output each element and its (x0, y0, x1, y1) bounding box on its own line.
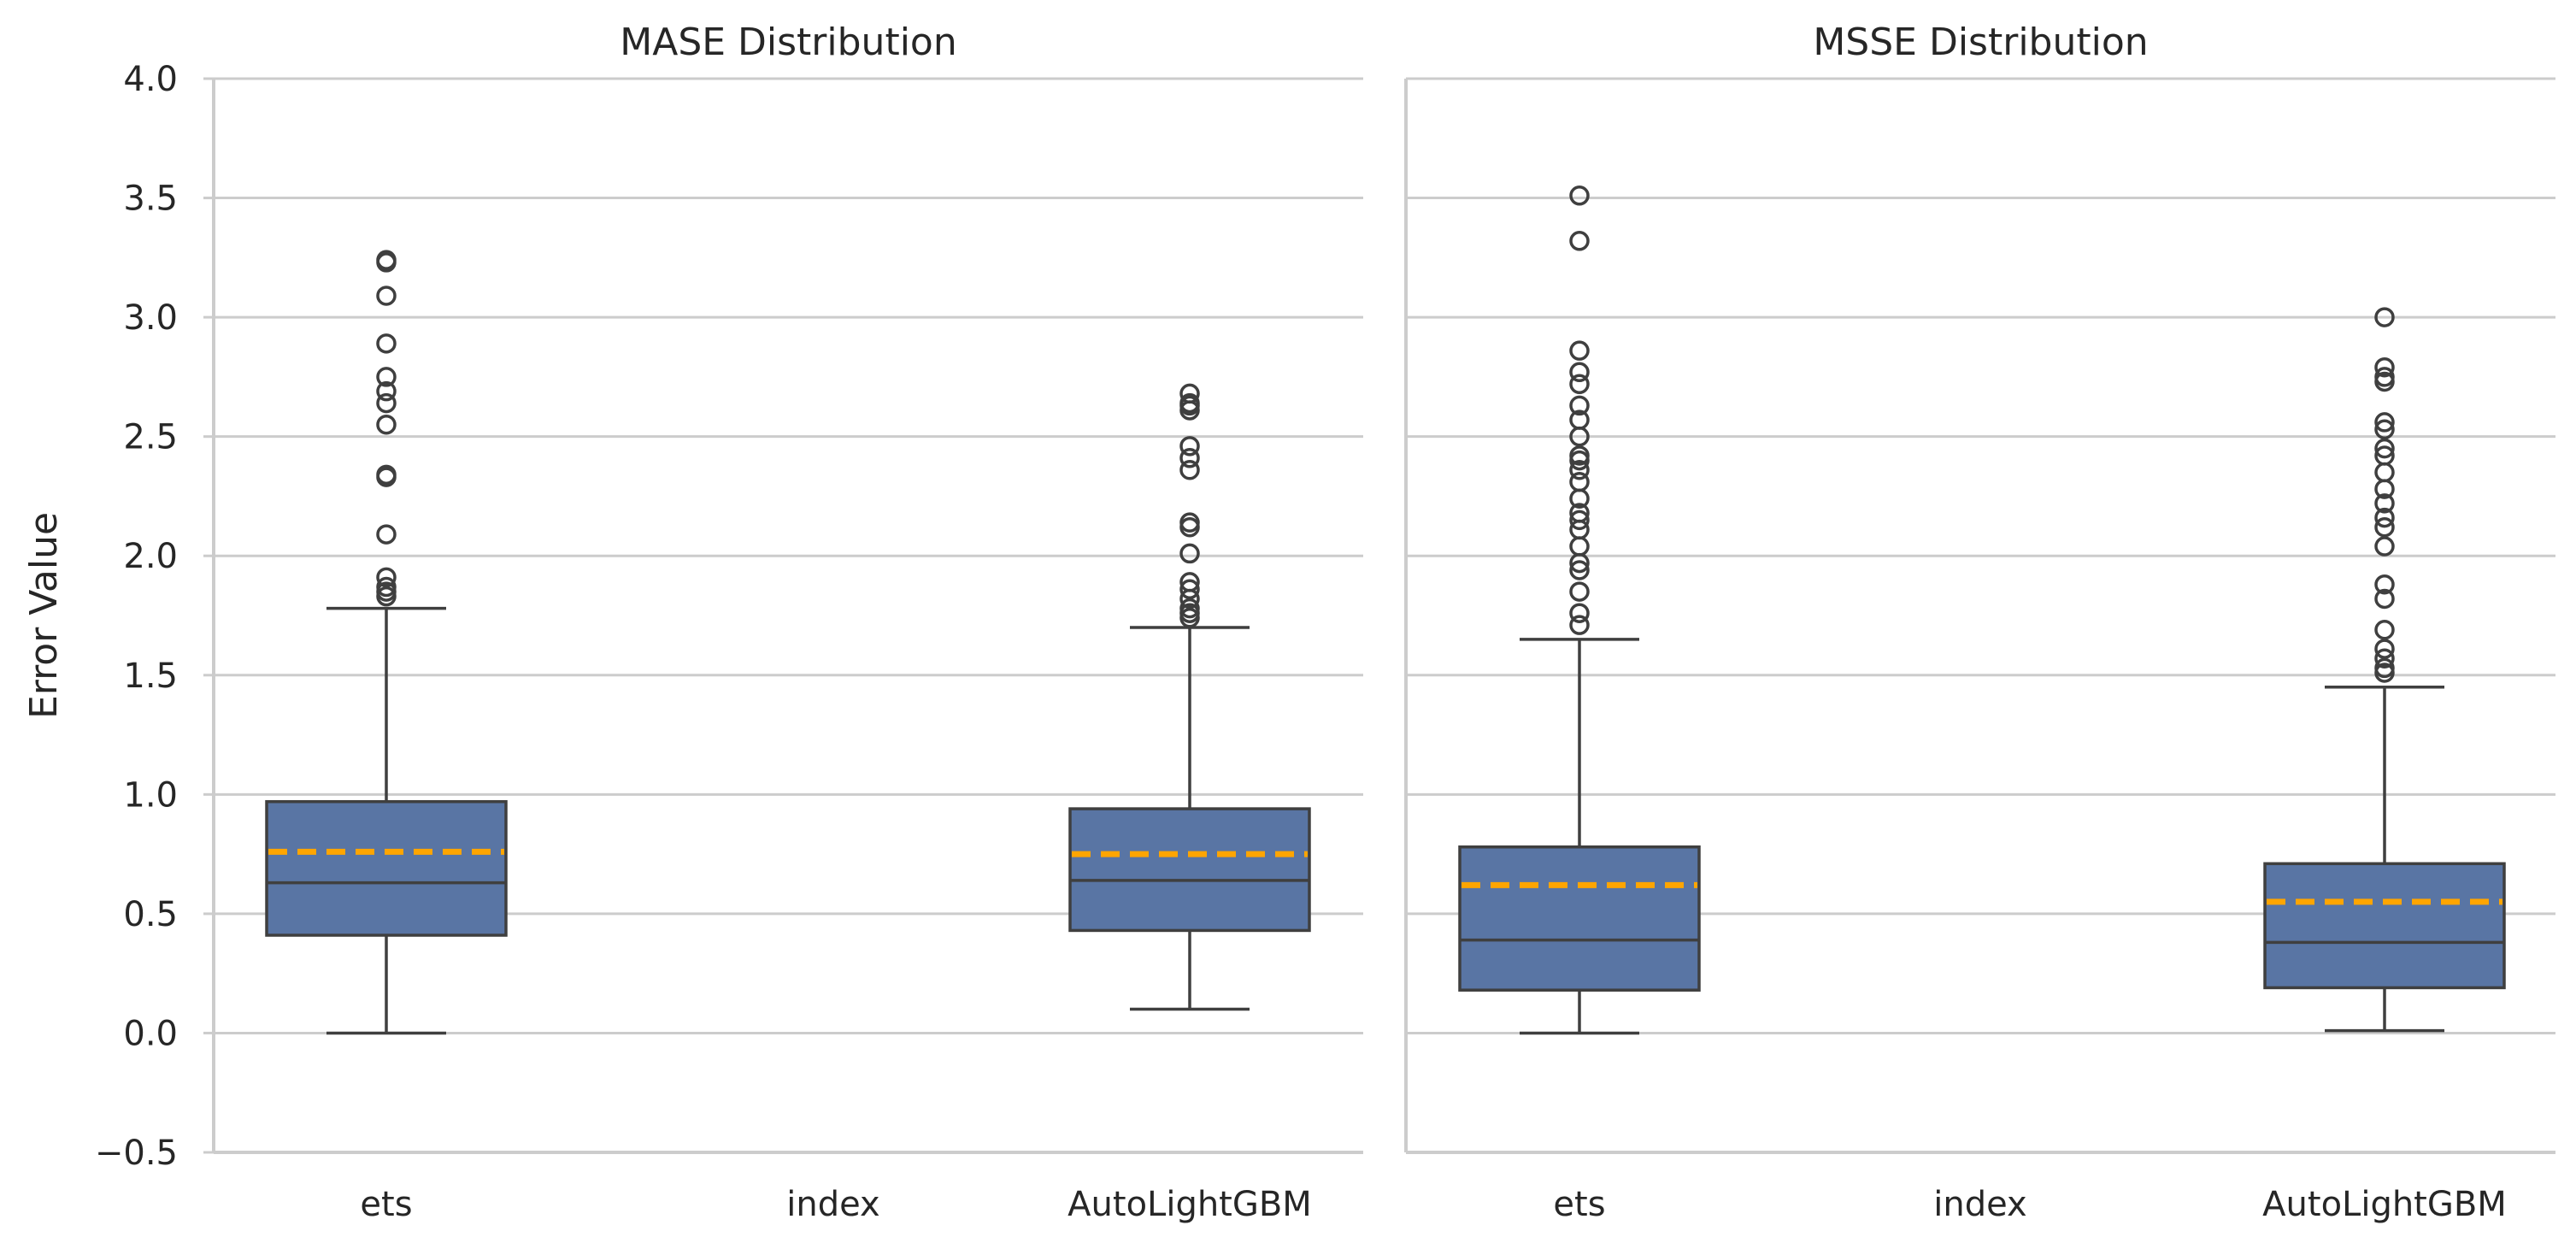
box-AutoLightGBM (1068, 383, 1311, 1011)
outlier-point (1179, 579, 1200, 600)
outlier-point (376, 567, 397, 588)
outlier-point (376, 524, 397, 545)
outlier-point (1569, 445, 1590, 466)
outlier-point (2374, 516, 2395, 538)
outlier-point (1569, 459, 1590, 480)
y-tick-label: 2.0 (123, 537, 178, 576)
outlier-point (2374, 419, 2395, 440)
outlier-point (2374, 639, 2395, 659)
outlier-point (2374, 438, 2395, 459)
outlier-point (1179, 598, 1200, 619)
outlier-point (1569, 409, 1590, 430)
outlier-point (2374, 648, 2395, 669)
y-tick-label: 0.0 (123, 1014, 178, 1053)
outlier-point (1569, 186, 1590, 206)
box-iqr (2263, 862, 2506, 990)
outlier-point (1179, 572, 1200, 592)
outlier-point (376, 576, 397, 598)
outlier-point (2374, 445, 2395, 466)
outlier-point (2374, 574, 2395, 595)
outlier-point (376, 392, 397, 414)
outlier-point (1569, 395, 1590, 416)
outlier-point (1569, 471, 1590, 492)
box-ets (1458, 186, 1701, 1035)
outlier-point (1569, 503, 1590, 523)
outlier-point (1569, 510, 1590, 531)
outlier-point (2374, 493, 2395, 514)
outlier-point (376, 333, 397, 354)
panel-title: MASE Distribution (620, 21, 956, 64)
box-AutoLightGBM (2263, 307, 2506, 1033)
outlier-point (2374, 307, 2395, 327)
box-ets (265, 250, 508, 1035)
y-tick-label: 1.0 (123, 775, 178, 815)
outlier-point (1569, 362, 1590, 383)
outlier-point (1569, 536, 1590, 557)
outlier-point (376, 286, 397, 306)
outlier-point (2374, 657, 2395, 679)
outlier-point (376, 414, 397, 435)
outlier-point (1569, 340, 1590, 361)
y-tick-label: 4.0 (123, 60, 178, 99)
outlier-point (1179, 436, 1200, 457)
x-tick-label: AutoLightGBM (2262, 1185, 2507, 1224)
panel-title: MSSE Distribution (1813, 21, 2148, 64)
outlier-point (2374, 356, 2395, 378)
x-tick-label: index (786, 1185, 879, 1224)
x-tick-label: AutoLightGBM (1067, 1185, 1312, 1224)
outlier-point (1569, 615, 1590, 635)
outlier-point (1179, 448, 1200, 468)
mase-panel: −0.5 0.0 0.5 1.0 1.5 2.0 2.5 3.0 3.5 4.0 MASE Dist… (95, 21, 1363, 1224)
outlier-point (1179, 392, 1200, 414)
outlier-point (376, 367, 397, 387)
outlier-point (376, 464, 397, 486)
outlier-point (1569, 581, 1590, 602)
x-tick-label: ets (1553, 1185, 1605, 1224)
outlier-point (1179, 459, 1200, 480)
outlier-point (2374, 412, 2395, 433)
outlier-point (1179, 512, 1200, 533)
outlier-point (1569, 560, 1590, 580)
outlier-point (2374, 619, 2395, 640)
msse-panel: MSSE Distribution ets index AutoLightGBM (1404, 21, 2555, 1224)
y-tick-label: 3.0 (123, 298, 178, 338)
box-iqr (1068, 807, 1311, 933)
outlier-point (2374, 588, 2395, 610)
box-iqr (1458, 845, 1701, 992)
outlier-point (376, 380, 397, 402)
outlier-point (2374, 462, 2395, 483)
outlier-point (1569, 374, 1590, 395)
outlier-point (2374, 536, 2395, 557)
y-tick-label: 2.5 (123, 418, 178, 457)
x-tick-label: index (1933, 1185, 2026, 1224)
x-tick-label: ets (360, 1185, 412, 1224)
outlier-point (1179, 383, 1200, 404)
outlier-point (1569, 603, 1590, 623)
outlier-point (2374, 507, 2395, 528)
outlier-point (1569, 231, 1590, 251)
y-tick-label: 3.5 (123, 180, 178, 219)
box-iqr (265, 799, 508, 937)
y-tick-label: 0.5 (123, 895, 178, 934)
outlier-point (1179, 543, 1200, 564)
y-axis-label: Error Value (22, 512, 66, 719)
outlier-point (376, 250, 397, 270)
outlier-point (2374, 367, 2395, 387)
y-tick-label: −0.5 (95, 1134, 178, 1173)
y-tick-label: 1.5 (123, 657, 178, 696)
